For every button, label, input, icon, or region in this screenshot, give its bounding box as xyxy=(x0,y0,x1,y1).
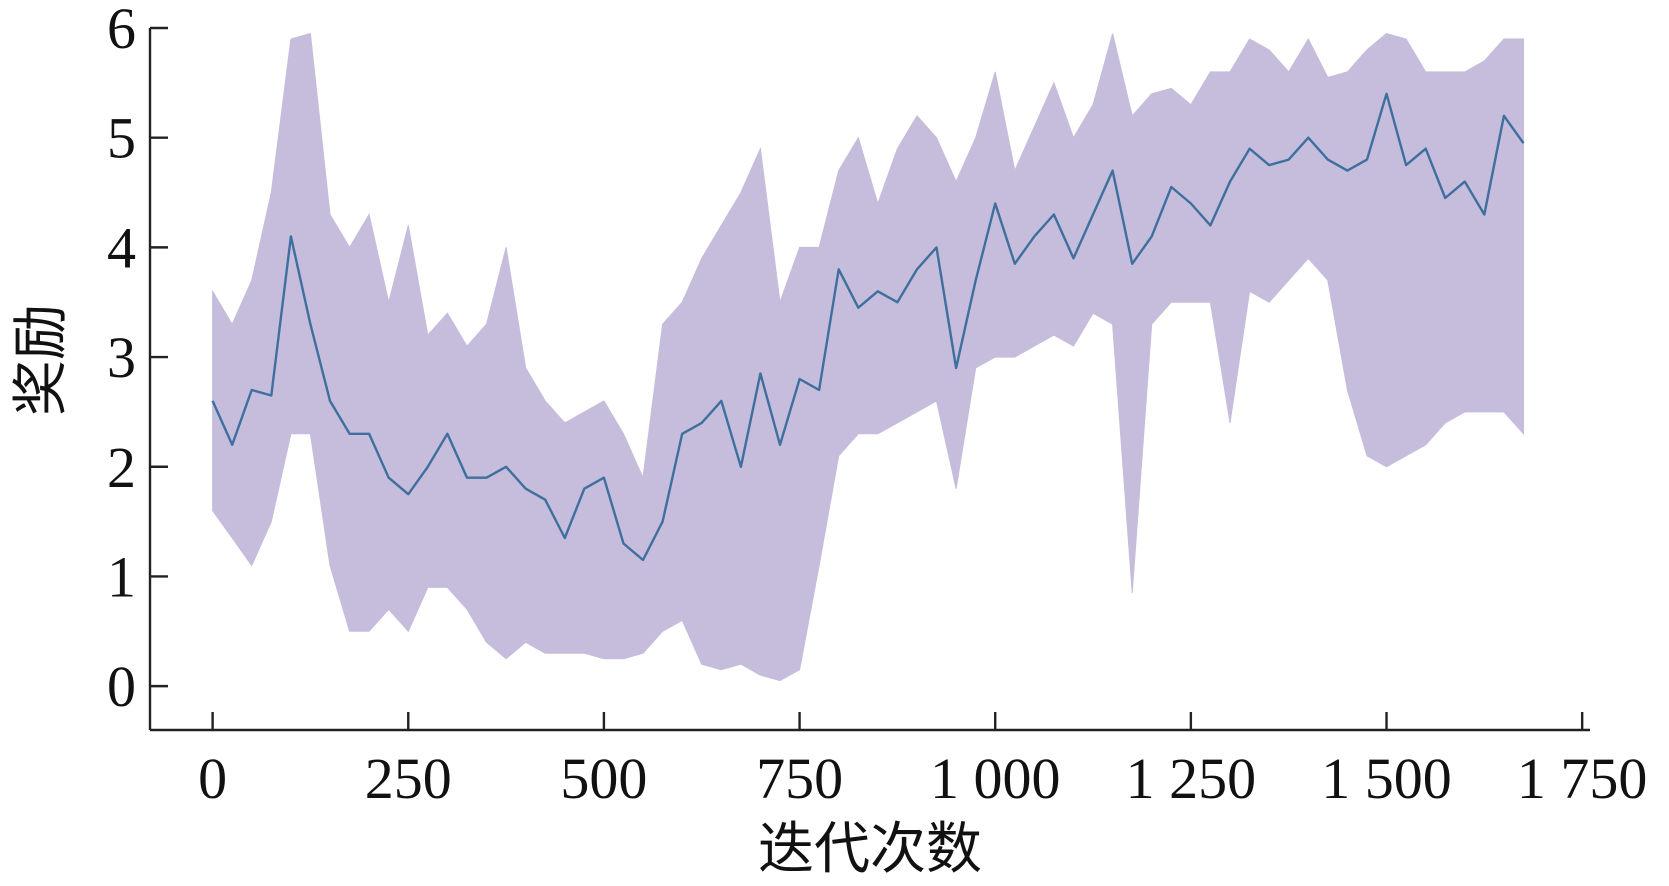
x-tick-label: 750 xyxy=(756,746,843,811)
reward-range-band xyxy=(212,32,1524,682)
x-axis-title: 迭代次数 xyxy=(758,817,982,882)
y-tick-label: 6 xyxy=(107,0,136,61)
tick-layer: 0 250 500 750 1 000 1 250 1 500 1 750 0 1 2 3 4 5 6 xyxy=(107,0,1647,811)
y-tick-label: 3 xyxy=(107,325,136,390)
band-layer xyxy=(212,32,1524,682)
reward-mean-line xyxy=(211,92,1525,562)
y-tick-label: 5 xyxy=(107,106,136,171)
line-layer xyxy=(211,92,1525,562)
x-tick-label: 1 000 xyxy=(930,746,1061,811)
axis-layer xyxy=(148,28,1590,732)
x-tick-label: 0 xyxy=(198,746,227,811)
y-tick-label: 2 xyxy=(107,435,136,500)
x-tick-label: 1 250 xyxy=(1126,746,1257,811)
y-axis-title: 奖励 xyxy=(9,304,74,416)
x-tick-label: 1 750 xyxy=(1517,746,1648,811)
x-tick-label: 500 xyxy=(560,746,647,811)
y-tick-label: 4 xyxy=(107,215,136,280)
x-tick-label: 250 xyxy=(365,746,452,811)
y-tick-label: 0 xyxy=(107,654,136,719)
y-tick-label: 1 xyxy=(107,544,136,609)
x-tick-label: 1 500 xyxy=(1321,746,1452,811)
